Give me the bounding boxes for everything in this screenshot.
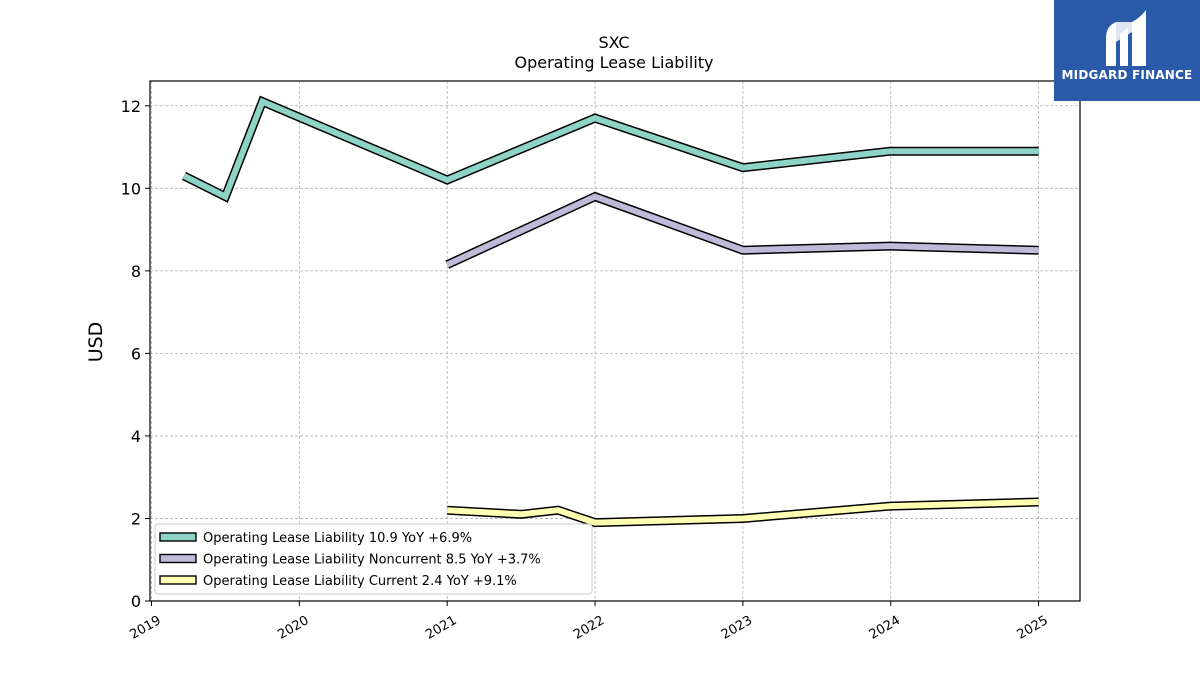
y-tick-label: 2 (131, 509, 141, 528)
y-tick-label: 6 (131, 344, 141, 363)
x-tick-label: 2023 (719, 613, 755, 643)
x-tick-label: 2025 (1015, 613, 1051, 643)
legend-swatch (159, 532, 197, 542)
y-tick-label: 12 (121, 97, 141, 116)
y-tick-label: 10 (121, 179, 141, 198)
x-tick-label: 2024 (867, 613, 903, 643)
chart-subtitle: Operating Lease Liability (514, 53, 713, 72)
plot-frame (149, 80, 1081, 602)
logo-text: MIDGARD FINANCE (1061, 68, 1193, 82)
midgard-finance-logo: MIDGARD FINANCE (1054, 0, 1200, 101)
logo-mark-icon (1106, 10, 1146, 66)
series-line (445, 193, 1039, 268)
legend-swatch (159, 575, 197, 585)
series-3 (446, 497, 1039, 528)
y-tick-label: 4 (131, 427, 141, 446)
series-line (447, 499, 1039, 526)
x-axis: 2019 2020 2021 2022 2023 2024 2025 (128, 601, 1051, 643)
series-line (182, 97, 1039, 201)
legend: Operating Lease Liability 10.9 YoY +6.9%… (154, 523, 593, 595)
x-tick-label: 2020 (275, 613, 311, 643)
chart-title: SXC (598, 33, 629, 52)
y-tick-label: 8 (131, 262, 141, 281)
series-2 (445, 191, 1039, 269)
x-tick-label: 2021 (423, 613, 459, 643)
x-tick-label: 2019 (128, 613, 164, 643)
series-layer (181, 95, 1039, 528)
y-axis-label: USD (85, 322, 107, 363)
legend-entry: Operating Lease Liability Current 2.4 Yo… (203, 574, 517, 589)
x-tick-label: 2022 (571, 613, 607, 643)
y-tick-label: 0 (131, 592, 141, 611)
series-1 (181, 95, 1039, 203)
y-axis: 0 2 4 6 8 10 12 (121, 97, 150, 611)
legend-entry: Operating Lease Liability 10.9 YoY +6.9% (203, 531, 472, 546)
legend-entry: Operating Lease Liability Noncurrent 8.5… (203, 553, 541, 568)
legend-box (154, 523, 593, 595)
legend-swatch (159, 553, 197, 564)
